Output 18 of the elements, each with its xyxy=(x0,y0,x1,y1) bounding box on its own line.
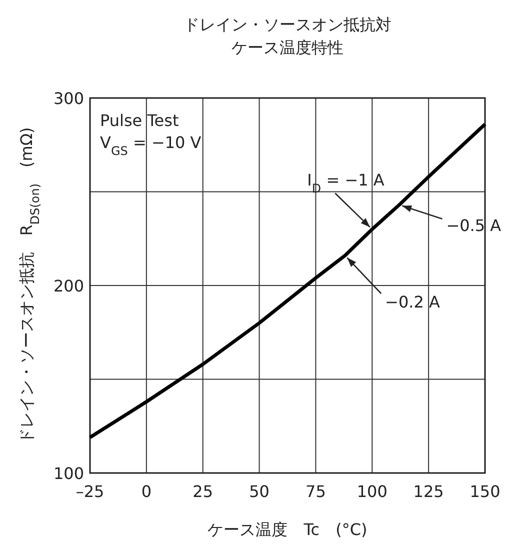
x-tick-label: 125 xyxy=(413,482,444,501)
x-tick-label: 50 xyxy=(249,482,270,501)
x-tick-label: 75 xyxy=(306,482,326,501)
chart-subtitle: ケース温度特性 xyxy=(232,38,344,57)
annotation: −0.2 A xyxy=(385,292,440,312)
annotation: Pulse Test xyxy=(100,111,179,130)
y-tick-label: 100 xyxy=(53,464,84,483)
y-tick-label: 300 xyxy=(53,89,84,108)
x-tick-label: 150 xyxy=(470,482,500,501)
x-tick-label: –25 xyxy=(76,482,104,501)
y-tick-label: 200 xyxy=(53,276,84,296)
x-axis-title: ケース温度 Tc (°C) xyxy=(208,520,368,539)
x-tick-label: 0 xyxy=(141,482,152,501)
annotation: V$_{GS}$ = −10 V xyxy=(100,133,202,158)
x-tick-label: 25 xyxy=(192,482,214,501)
chart-title: ドレイン・ソースオン抵抗対 xyxy=(184,15,392,34)
x-tick-label: 100 xyxy=(356,482,388,501)
annotation: −0.5 A xyxy=(446,216,502,235)
